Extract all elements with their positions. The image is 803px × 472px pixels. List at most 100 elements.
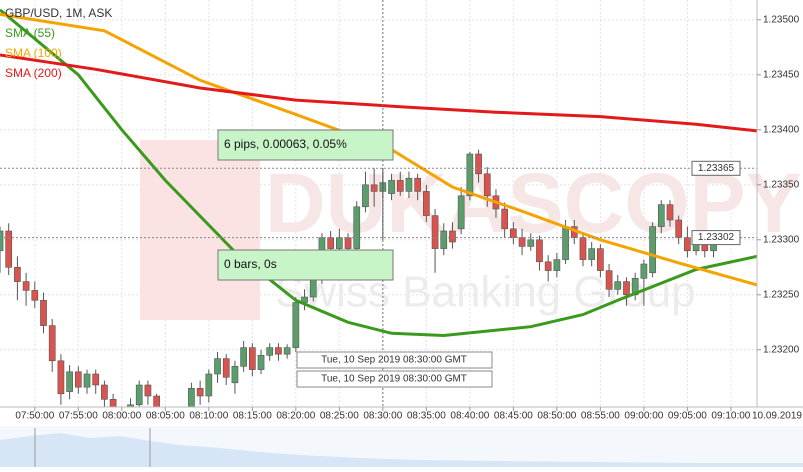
x-tick-label: 08:55:00 <box>581 411 620 422</box>
x-tick-label: 09:05:00 <box>668 411 707 422</box>
legend-entry[interactable]: SMA (200) <box>5 66 62 80</box>
plot <box>0 8 757 407</box>
measure-label: 6 pips, 0.00063, 0.05% <box>224 137 347 151</box>
candle-body <box>457 195 465 230</box>
time-label-box <box>296 370 493 388</box>
candle-body <box>231 365 239 384</box>
candle-body <box>205 373 213 397</box>
candle-body <box>0 230 4 252</box>
candle-body <box>562 226 569 260</box>
candle-body <box>605 270 613 290</box>
x-tick-label: 08:10:00 <box>189 411 228 422</box>
candle-body <box>153 395 160 407</box>
time-label-box <box>296 351 493 369</box>
candle-body <box>579 237 587 260</box>
candle-body <box>40 299 47 326</box>
candle-body <box>396 180 404 192</box>
sma-line <box>0 53 757 133</box>
navigator <box>0 426 803 467</box>
x-tick-label: 08:35:00 <box>407 411 446 422</box>
y-tick-label: 1.23200 <box>763 344 800 355</box>
date-label-bg <box>761 409 803 423</box>
candle-body <box>92 373 100 386</box>
candle-body <box>101 384 108 400</box>
candle-body <box>527 239 535 247</box>
candle-body <box>597 248 604 271</box>
candle-body <box>327 237 334 249</box>
candle-body <box>266 347 274 356</box>
y-tick-label: 1.23300 <box>763 234 800 245</box>
candle-body <box>640 263 648 279</box>
candle-body <box>292 302 300 348</box>
candle-body <box>222 358 230 378</box>
candle-body <box>344 237 352 249</box>
candle-body <box>405 177 413 192</box>
candle-body <box>588 248 596 260</box>
candle-body <box>14 266 21 282</box>
x-tick-label: 08:45:00 <box>494 411 533 422</box>
candle-body <box>388 180 395 194</box>
y-tick-label: 1.23400 <box>763 124 800 135</box>
x-tick-label: 08:00:00 <box>102 411 141 422</box>
measure-box <box>217 249 394 281</box>
candle-body <box>544 261 552 271</box>
price-marker-label: 1.23365 <box>698 163 735 174</box>
candle-body <box>275 347 282 355</box>
x-tick-label: 07:55:00 <box>59 411 98 422</box>
candle-body <box>518 237 526 247</box>
candle-body <box>553 259 561 271</box>
candle-body <box>370 184 378 192</box>
candle-body <box>675 219 683 238</box>
candle-body <box>257 354 265 370</box>
time-label: Tue, 10 Sep 2019 08:30:00 GMT <box>321 355 467 366</box>
candle-body <box>83 373 91 388</box>
candle-body <box>657 204 665 227</box>
candle-body <box>283 347 291 355</box>
time-label: Tue, 10 Sep 2019 08:30:00 GMT <box>321 374 467 385</box>
candle-body <box>431 215 439 249</box>
candle-body <box>109 398 117 407</box>
candle-body <box>57 360 65 395</box>
candle-body <box>440 230 448 249</box>
x-tick-label: 08:50:00 <box>537 411 576 422</box>
date-label: 10.09.2019 <box>752 411 802 422</box>
candle-body <box>623 281 630 296</box>
candle-body <box>196 387 204 397</box>
candle-body <box>710 243 717 252</box>
candle-body <box>335 237 343 249</box>
chart-title: GBP/USD, 1M, ASK <box>5 6 112 20</box>
x-tick-label: 08:15:00 <box>233 411 272 422</box>
candle-body <box>353 206 361 249</box>
price-marker-box <box>691 160 741 176</box>
x-tick-label: 08:30:00 <box>363 411 402 422</box>
candle-body <box>362 184 369 208</box>
watermark-logo <box>140 140 260 320</box>
candle-body <box>475 153 482 175</box>
price-marker-label: 1.23302 <box>698 232 735 243</box>
bars-label: 0 bars, 0s <box>224 257 277 271</box>
candle-body <box>188 387 195 407</box>
x-tick-label: 08:40:00 <box>450 411 489 422</box>
candle-body <box>414 177 422 192</box>
candle-body <box>614 281 622 290</box>
candle-body <box>466 153 474 197</box>
candle-body <box>144 384 152 397</box>
candle-body <box>510 228 517 238</box>
legend-entry[interactable]: SMA (100) <box>5 46 62 60</box>
overlay: 1.23365 1.23302 6 pips, 0.00063, 0.05% 0 ba… <box>0 0 757 407</box>
candle-body <box>501 208 509 230</box>
candle-body <box>423 191 430 216</box>
candle-body <box>31 290 39 301</box>
candle-body <box>666 204 674 221</box>
candle-body <box>22 281 30 291</box>
y-tick-label: 1.23250 <box>763 289 800 300</box>
x-tick-label: 09:00:00 <box>624 411 663 422</box>
legend-entry[interactable]: SMA (55) <box>5 26 55 40</box>
navigator-area <box>0 433 803 467</box>
candle-body <box>5 230 13 268</box>
sma-line <box>0 12 757 287</box>
x-tick-label: 09:10:00 <box>711 411 750 422</box>
candle-body <box>309 277 317 298</box>
